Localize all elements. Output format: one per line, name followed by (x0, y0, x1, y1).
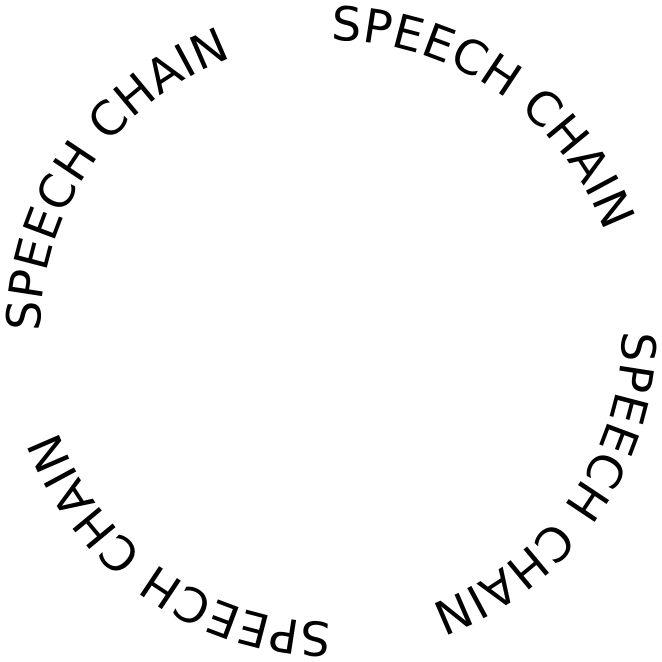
ring-text-segment: SPEECH CHAIN (17, 425, 331, 662)
ring-text-path: SPEECH CHAIN (330, 0, 644, 237)
ring-text-path: SPEECH CHAIN (425, 330, 662, 644)
ring-text-segment: SPEECH CHAIN (0, 17, 237, 331)
ring-text-path: SPEECH CHAIN (17, 425, 331, 662)
ring-text-segment: SPEECH CHAIN (425, 330, 662, 644)
ring-text-segment: SPEECH CHAIN (330, 0, 644, 237)
ring-text-path: SPEECH CHAIN (0, 17, 236, 331)
